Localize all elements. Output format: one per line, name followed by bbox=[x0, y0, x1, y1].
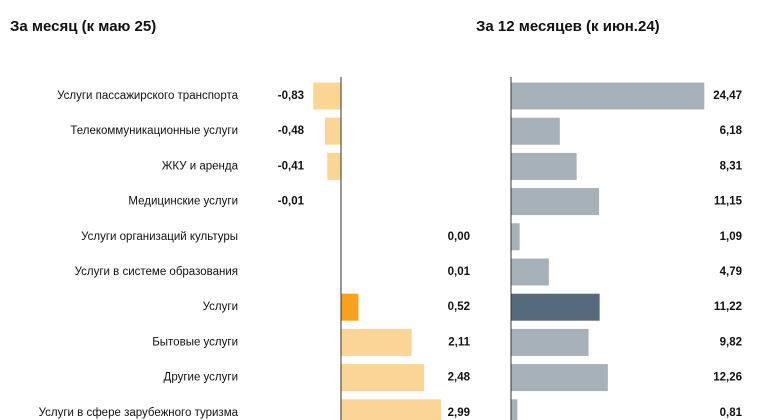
category-label: Медицинские услуги bbox=[128, 196, 238, 208]
yearly-value-label: 8,31 bbox=[720, 160, 743, 172]
yearly-panel-title: За 12 месяцев (к июн.24) bbox=[476, 18, 660, 35]
yearly-bar bbox=[511, 223, 520, 251]
yearly-bar bbox=[511, 258, 549, 286]
monthly-value-label: 0,01 bbox=[448, 266, 471, 278]
yearly-value-label: 11,22 bbox=[714, 301, 742, 313]
yearly-bar bbox=[511, 364, 608, 392]
monthly-value-label: -0,41 bbox=[278, 160, 305, 172]
category-label: Услуги в сфере зарубежного туризма bbox=[39, 407, 239, 419]
monthly-bar bbox=[341, 399, 442, 420]
monthly-value-label: 2,48 bbox=[448, 372, 471, 384]
yearly-bar bbox=[511, 188, 600, 216]
category-label: Услуги в системе образования bbox=[75, 266, 238, 278]
monthly-value-label: -0,83 bbox=[278, 90, 304, 102]
monthly-value-label: 0,00 bbox=[448, 231, 470, 243]
yearly-bar bbox=[511, 152, 577, 180]
monthly-bar bbox=[341, 364, 425, 392]
yearly-value-label: 9,82 bbox=[720, 336, 742, 348]
monthly-bar bbox=[341, 293, 359, 321]
monthly-value-label: 2,11 bbox=[448, 336, 470, 348]
monthly-bar bbox=[341, 328, 412, 356]
category-label: Бытовые услуги bbox=[152, 336, 238, 348]
monthly-bar bbox=[327, 152, 341, 180]
yearly-value-label: 6,18 bbox=[720, 125, 743, 137]
category-label: Телекоммуникационные услуги bbox=[70, 125, 238, 137]
yearly-bar bbox=[511, 82, 705, 110]
yearly-value-label: 0,81 bbox=[720, 407, 743, 419]
category-label: Услуги пассажирского транспорта bbox=[57, 90, 238, 102]
monthly-bar bbox=[313, 82, 341, 110]
monthly-value-label: 0,52 bbox=[448, 301, 470, 313]
yearly-bar bbox=[511, 117, 560, 145]
yearly-value-label: 24,47 bbox=[713, 90, 742, 102]
yearly-bar bbox=[511, 293, 600, 321]
monthly-bar bbox=[324, 117, 341, 145]
monthly-value-label: 2,99 bbox=[448, 407, 470, 419]
yearly-bar bbox=[511, 328, 589, 356]
category-label: Другие услуги bbox=[164, 372, 238, 384]
monthly-value-label: -0,01 bbox=[278, 196, 305, 208]
monthly-value-label: -0,48 bbox=[278, 125, 305, 137]
yearly-bar bbox=[511, 399, 518, 420]
category-label: Услуги bbox=[203, 301, 238, 313]
category-label: ЖКУ и аренда bbox=[162, 160, 239, 172]
monthly-panel-title: За месяц (к маю 25) bbox=[10, 18, 157, 35]
yearly-value-label: 4,79 bbox=[720, 266, 742, 278]
yearly-value-label: 11,15 bbox=[714, 196, 743, 208]
yearly-value-label: 1,09 bbox=[720, 231, 742, 243]
category-label: Услуги организаций культуры bbox=[81, 231, 238, 243]
yearly-value-label: 12,26 bbox=[713, 372, 742, 384]
